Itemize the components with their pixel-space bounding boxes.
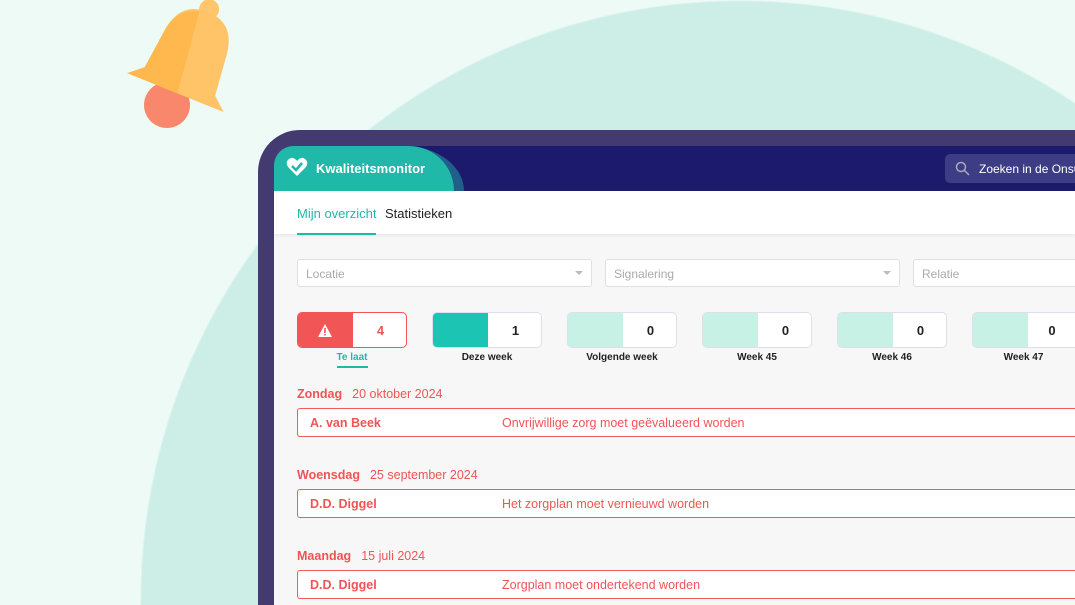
client-name: D.D. Diggel — [310, 578, 377, 592]
active-underline — [337, 366, 368, 368]
card-count: 0 — [1048, 323, 1056, 338]
search-input[interactable]: Zoeken in de Ons® — [945, 154, 1075, 183]
card-count: 0 — [646, 323, 655, 338]
card-label[interactable]: Deze week — [461, 352, 513, 363]
locatie-placeholder: Locatie — [306, 267, 345, 281]
app-header: Kwaliteitsmonitor Zoeken in de Ons® — [274, 146, 1075, 191]
date-header: Maandag 15 juli 2024 — [297, 549, 425, 563]
card-color — [433, 313, 488, 347]
card-color — [838, 313, 893, 347]
card-color — [298, 313, 353, 347]
card-color — [568, 313, 623, 347]
tab-bar: Mijn overzicht Statistieken — [274, 191, 1075, 235]
date-header: Zondag 20 oktober 2024 — [297, 387, 443, 401]
filter-card-3[interactable]: 0 — [702, 312, 812, 348]
relatie-dropdown[interactable]: Relatie — [913, 259, 1075, 287]
card-label[interactable]: Week 46 — [872, 352, 912, 363]
card-color — [973, 313, 1028, 347]
relatie-placeholder: Relatie — [922, 267, 960, 281]
card-count: 4 — [376, 323, 385, 338]
card-label[interactable]: Week 47 — [1003, 352, 1044, 363]
chevron-down-icon — [575, 271, 583, 275]
bell-icon — [127, 0, 229, 128]
day-label: Zondag — [297, 387, 343, 401]
card-label[interactable]: Te laat — [336, 352, 368, 363]
day-label: Maandag — [297, 549, 352, 563]
tab-mijn-overzicht[interactable]: Mijn overzicht — [297, 206, 377, 235]
card-count: 0 — [781, 323, 790, 338]
search-icon — [955, 161, 970, 176]
chevron-down-icon — [883, 271, 891, 275]
app-title: Kwaliteitsmonitor — [316, 161, 426, 176]
filter-card-0[interactable]: 4 — [297, 312, 407, 348]
card-color — [703, 313, 758, 347]
date-label: 20 oktober 2024 — [352, 387, 443, 401]
client-name: D.D. Diggel — [310, 497, 377, 511]
filter-card-2[interactable]: 0 — [567, 312, 677, 348]
date-header: Woensdag 25 september 2024 — [297, 468, 478, 482]
day-label: Woensdag — [297, 468, 360, 482]
heart-check-icon — [286, 157, 308, 176]
client-name: A. van Beek — [310, 416, 381, 430]
filter-card-4[interactable]: 0 — [837, 312, 947, 348]
warning-icon — [318, 324, 332, 337]
signal-message: Zorgplan moet ondertekend worden — [502, 578, 701, 592]
date-label: 15 juli 2024 — [361, 549, 426, 563]
tab-statistieken[interactable]: Statistieken — [385, 206, 453, 221]
signal-message: Het zorgplan moet vernieuwd worden — [502, 497, 710, 511]
signal-row[interactable]: D.D. Diggel Zorgplan moet ondertekend wor… — [297, 570, 1075, 599]
app-screen: Kwaliteitsmonitor Zoeken in de Ons® Mijn… — [274, 146, 1075, 605]
search-placeholder: Zoeken in de Ons® — [979, 162, 1075, 176]
filter-card-5[interactable]: 0 — [972, 312, 1075, 348]
card-label[interactable]: Week 45 — [737, 352, 777, 363]
card-count: 1 — [511, 323, 520, 338]
signal-message: Onvrijwillige zorg moet geëvalueerd word… — [502, 416, 745, 430]
card-label[interactable]: Volgende week — [586, 352, 658, 363]
signal-row[interactable]: A. van Beek Onvrijwillige zorg moet geëva… — [297, 408, 1075, 437]
filter-card-1[interactable]: 1 — [432, 312, 542, 348]
date-label: 25 september 2024 — [369, 468, 478, 482]
card-count: 0 — [916, 323, 925, 338]
locatie-dropdown[interactable]: Locatie — [297, 259, 592, 287]
signalering-placeholder: Signalering — [614, 267, 675, 281]
signal-row[interactable]: D.D. Diggel Het zorgplan moet vernieuwd w… — [297, 489, 1075, 518]
brand-area[interactable]: Kwaliteitsmonitor — [274, 146, 454, 191]
signalering-dropdown[interactable]: Signalering — [605, 259, 900, 287]
